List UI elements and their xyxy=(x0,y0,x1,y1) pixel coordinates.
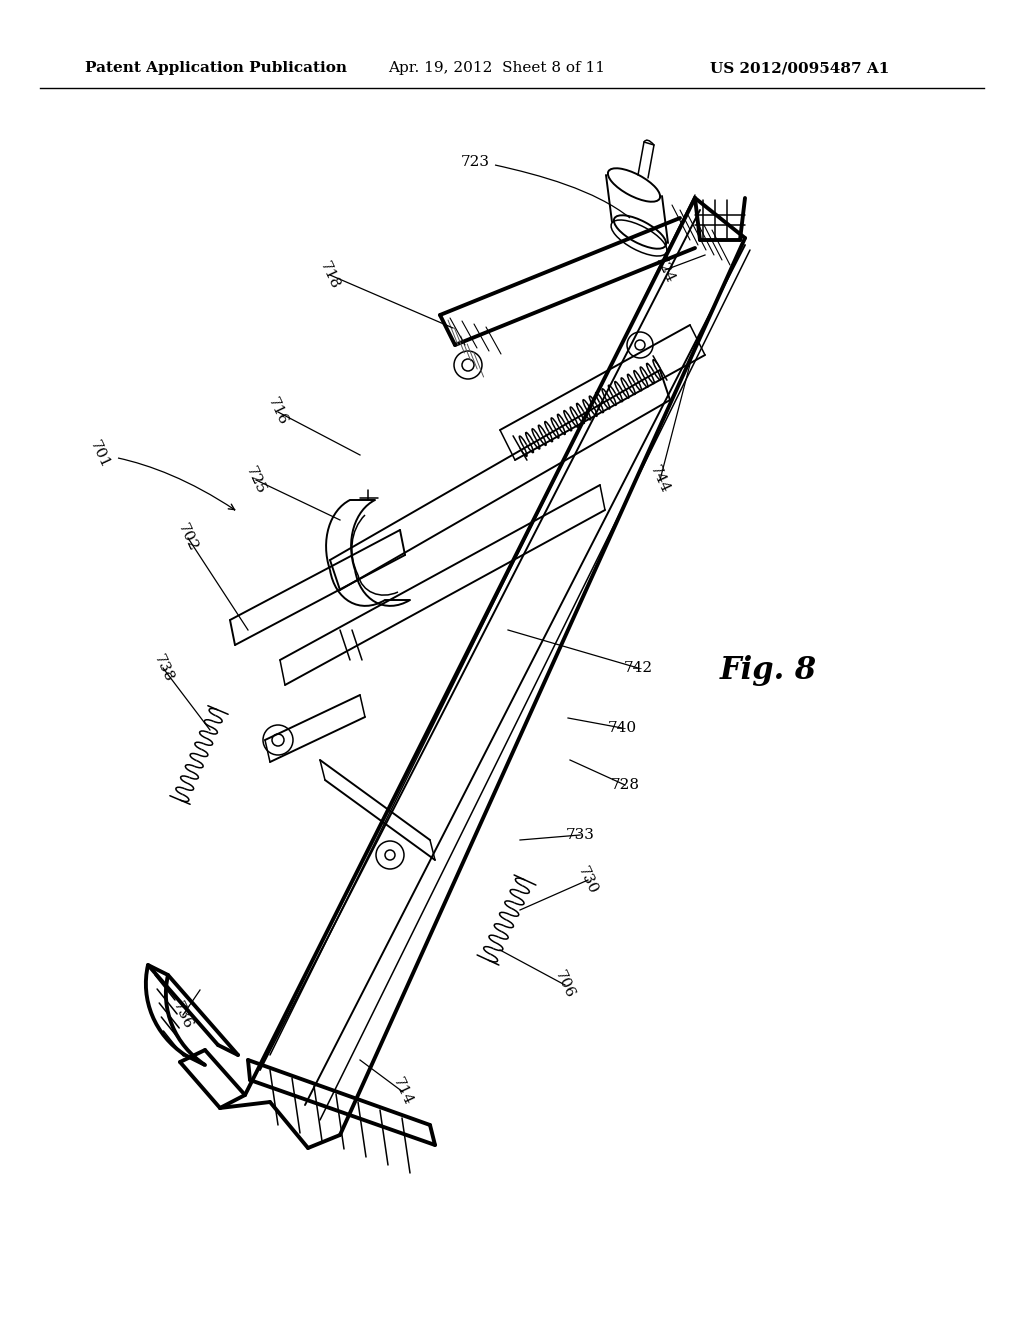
Text: 701: 701 xyxy=(87,438,113,471)
Text: 733: 733 xyxy=(565,828,595,842)
Circle shape xyxy=(635,341,645,350)
Text: US 2012/0095487 A1: US 2012/0095487 A1 xyxy=(710,61,890,75)
Text: 716: 716 xyxy=(265,396,291,428)
Text: 736: 736 xyxy=(171,999,196,1031)
Text: 740: 740 xyxy=(607,721,637,735)
Text: 730: 730 xyxy=(575,863,600,896)
Text: 728: 728 xyxy=(610,777,640,792)
Text: 725: 725 xyxy=(244,463,268,496)
Ellipse shape xyxy=(608,168,660,202)
Text: 738: 738 xyxy=(151,652,175,684)
Text: Fig. 8: Fig. 8 xyxy=(720,655,817,685)
Text: 702: 702 xyxy=(175,521,201,554)
Text: 718: 718 xyxy=(317,259,342,292)
Text: Patent Application Publication: Patent Application Publication xyxy=(85,61,347,75)
Text: 724: 724 xyxy=(652,253,678,286)
Text: Apr. 19, 2012  Sheet 8 of 11: Apr. 19, 2012 Sheet 8 of 11 xyxy=(388,61,605,75)
Circle shape xyxy=(462,359,474,371)
Text: 714: 714 xyxy=(390,1076,416,1109)
Circle shape xyxy=(385,850,395,861)
Text: 723: 723 xyxy=(461,154,489,169)
Ellipse shape xyxy=(613,215,667,248)
Text: 742: 742 xyxy=(624,661,652,675)
Circle shape xyxy=(272,734,284,746)
Text: 706: 706 xyxy=(553,969,578,1001)
Text: 744: 744 xyxy=(647,463,673,496)
